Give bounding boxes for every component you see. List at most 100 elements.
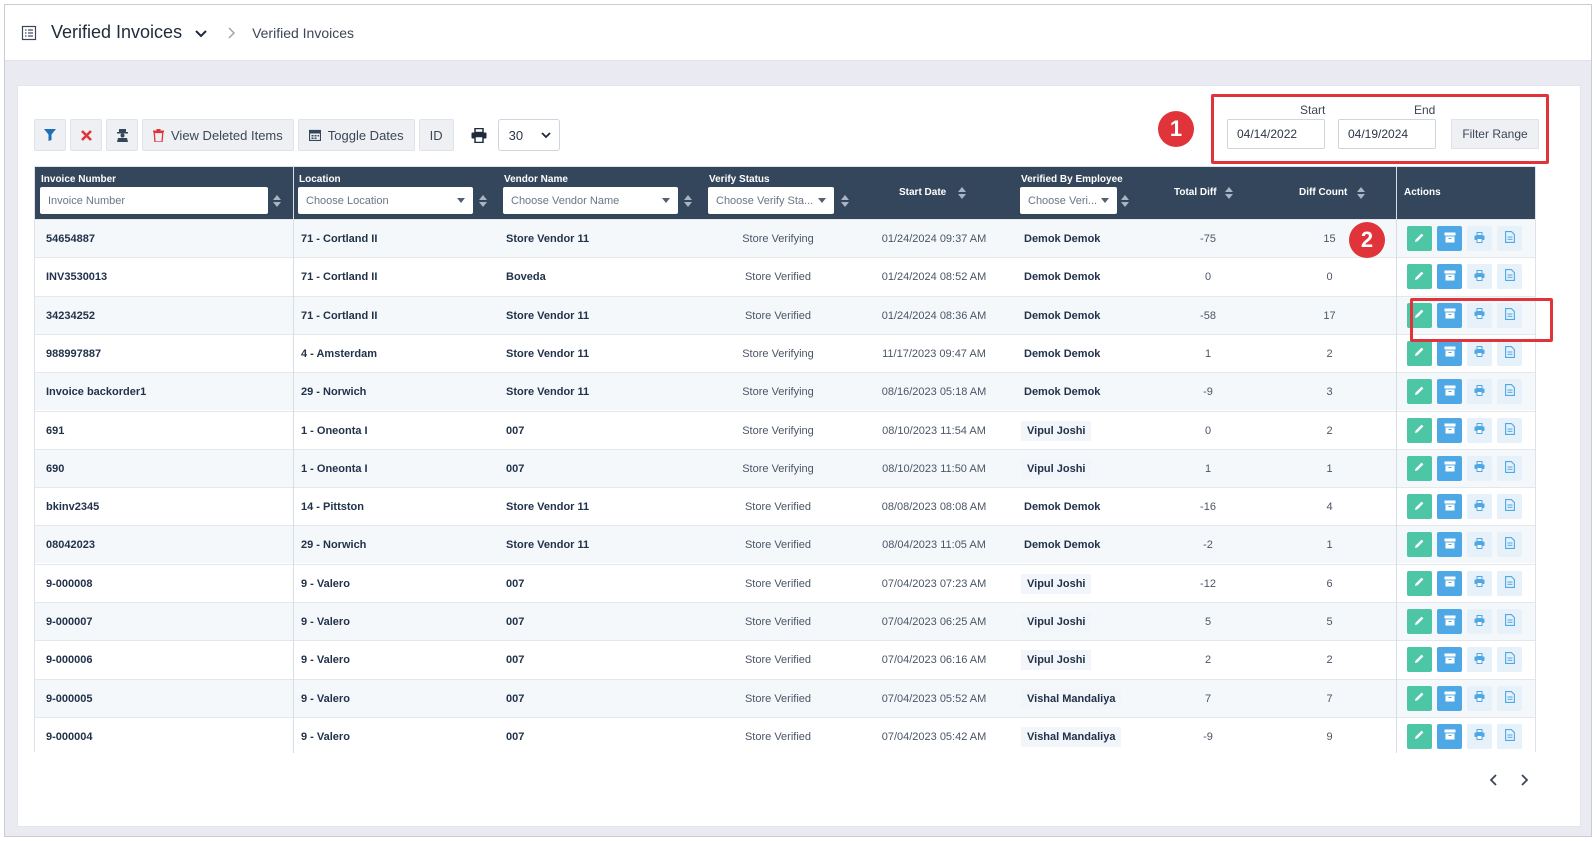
page-title[interactable]: Verified Invoices [51,22,183,42]
edit-button[interactable] [1407,455,1432,481]
archive-button[interactable] [1437,302,1462,328]
print-button[interactable] [1467,494,1492,520]
print-button[interactable] [1467,647,1492,673]
table-row[interactable]: 9-000007 9 - Valero 007 Store Verified 07/04… [35,602,1535,640]
invoice-number-cell[interactable]: Invoice backorder1 [46,386,147,399]
filter-range-button[interactable]: Filter Range [1451,119,1539,149]
users-button[interactable] [106,119,138,151]
sort-icon[interactable] [1357,187,1365,199]
archive-button[interactable] [1437,226,1462,251]
document-button[interactable] [1497,455,1522,481]
invoice-number-cell[interactable]: 34234252 [46,309,95,322]
list-icon[interactable] [21,25,37,41]
print-button[interactable] [1467,723,1492,749]
invoice-number-cell[interactable]: bkinv2345 [46,501,100,514]
document-button[interactable] [1497,417,1522,443]
sort-icon[interactable] [1225,187,1233,199]
edit-button[interactable] [1407,532,1432,558]
invoice-number-cell[interactable]: 08042023 [46,539,95,552]
edit-button[interactable] [1407,417,1432,443]
column-start-date[interactable]: Start Date [853,167,1015,219]
edit-button[interactable] [1407,494,1432,520]
table-row[interactable]: 9-000004 9 - Valero 007 Store Verified 07/04… [35,716,1535,755]
invoice-number-filter-input[interactable]: Invoice Number [40,187,268,214]
archive-button[interactable] [1437,685,1462,711]
verified-by-filter-select[interactable]: Choose Veri... [1020,187,1117,214]
sort-icon[interactable] [841,195,849,207]
invoice-number-cell[interactable]: 54654887 [46,233,95,245]
end-date-input[interactable]: 04/19/2024 [1338,119,1436,149]
document-button[interactable] [1497,379,1522,405]
invoice-number-cell[interactable]: 988997887 [46,347,102,360]
table-row[interactable]: 34234252 71 - Cortland II Store Vendor 11 S… [35,295,1535,334]
archive-button[interactable] [1437,609,1462,634]
chevron-left-icon[interactable] [1488,774,1500,786]
print-button[interactable] [1467,609,1492,634]
print-icon[interactable] [464,119,494,151]
print-button[interactable] [1467,302,1492,328]
invoice-number-cell[interactable]: 690 [46,462,65,475]
table-row[interactable]: INV3530013 71 - Cortland II Boveda Store Ve… [35,257,1535,296]
chevron-right-icon[interactable] [1518,774,1530,786]
sort-icon[interactable] [684,195,692,207]
document-button[interactable] [1497,226,1522,251]
column-diff-count[interactable]: Diff Count [1263,167,1396,219]
edit-button[interactable] [1407,647,1432,673]
invoice-number-cell[interactable]: 9-000006 [46,654,93,667]
archive-button[interactable] [1437,379,1462,405]
archive-button[interactable] [1437,570,1462,596]
invoice-number-cell[interactable]: INV3530013 [46,271,108,284]
edit-button[interactable] [1407,264,1432,290]
sort-icon[interactable] [1121,195,1129,207]
sort-icon[interactable] [958,187,966,199]
print-button[interactable] [1467,685,1492,711]
edit-button[interactable] [1407,723,1432,749]
edit-button[interactable] [1407,609,1432,634]
table-row[interactable]: bkinv2345 14 - Pittston Store Vendor 11 Sto… [35,487,1535,526]
document-button[interactable] [1497,570,1522,596]
archive-button[interactable] [1437,340,1462,366]
document-button[interactable] [1497,532,1522,558]
print-button[interactable] [1467,455,1492,481]
sort-icon[interactable] [273,195,281,207]
print-button[interactable] [1467,379,1492,405]
table-row[interactable]: 988997887 4 - Amsterdam Store Vendor 11 Sto… [35,333,1535,372]
toggle-dates-button[interactable]: Toggle Dates [297,119,415,151]
table-row[interactable]: 54654887 71 - Cortland II Store Vendor 11 S… [35,219,1535,257]
archive-button[interactable] [1437,647,1462,673]
edit-button[interactable] [1407,570,1432,596]
invoice-number-cell[interactable]: 9-000004 [46,730,93,743]
document-button[interactable] [1497,685,1522,711]
document-button[interactable] [1497,609,1522,634]
table-row[interactable]: 08042023 29 - Norwich Store Vendor 11 Store… [35,525,1535,564]
invoice-number-cell[interactable]: 9-000005 [46,692,93,705]
edit-button[interactable] [1407,226,1432,251]
print-button[interactable] [1467,226,1492,251]
start-date-input[interactable]: 04/14/2022 [1227,119,1325,149]
clear-filter-button[interactable] [70,119,102,151]
chevron-down-icon[interactable] [194,26,208,40]
edit-button[interactable] [1407,685,1432,711]
verify-status-filter-select[interactable]: Choose Verify Sta... [708,187,834,214]
print-button[interactable] [1467,417,1492,443]
invoice-number-cell[interactable]: 9-000008 [46,577,93,590]
print-button[interactable] [1467,264,1492,290]
sort-icon[interactable] [479,195,487,207]
table-row[interactable]: 9-000006 9 - Valero 007 Store Verified 07/04… [35,640,1535,679]
document-button[interactable] [1497,494,1522,520]
archive-button[interactable] [1437,723,1462,749]
archive-button[interactable] [1437,455,1462,481]
archive-button[interactable] [1437,417,1462,443]
filter-button[interactable] [34,119,66,151]
document-button[interactable] [1497,302,1522,328]
location-filter-select[interactable]: Choose Location [298,187,473,214]
table-row[interactable]: 9-000008 9 - Valero 007 Store Verified 07/04… [35,563,1535,602]
view-deleted-items-button[interactable]: View Deleted Items [142,119,294,151]
print-button[interactable] [1467,340,1492,366]
archive-button[interactable] [1437,494,1462,520]
invoice-number-cell[interactable]: 691 [46,424,65,437]
column-total-diff[interactable]: Total Diff [1153,167,1263,219]
id-button[interactable]: ID [418,119,454,151]
edit-button[interactable] [1407,340,1432,366]
page-size-select[interactable]: 30 [497,119,560,151]
